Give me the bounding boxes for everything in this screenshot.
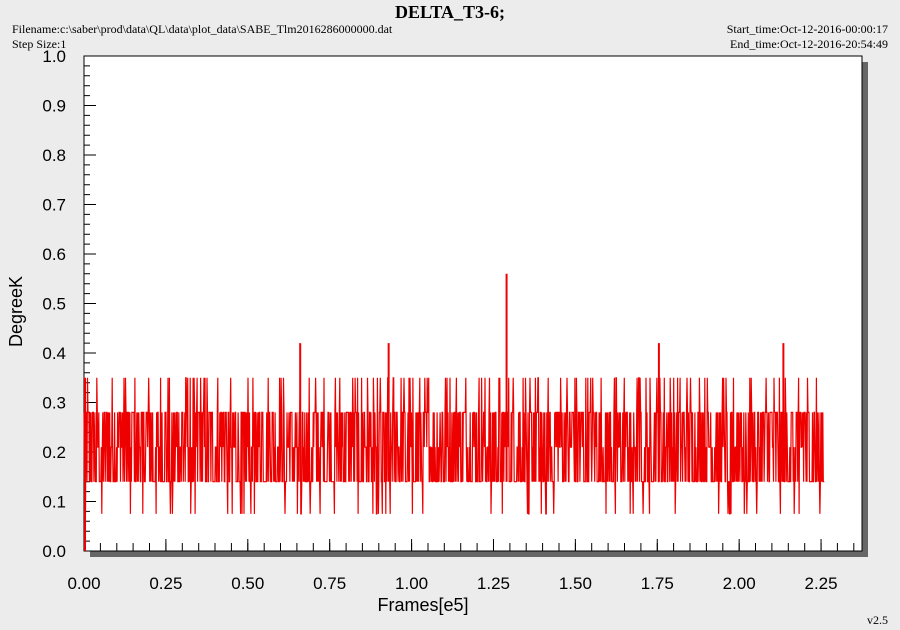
x-tick-label: 0.75 <box>313 574 346 593</box>
x-tick-label: 1.75 <box>641 574 674 593</box>
y-tick-label: 0.4 <box>42 344 66 363</box>
x-tick-label: 1.25 <box>477 574 510 593</box>
y-tick-label: 0.6 <box>42 245 66 264</box>
step-size-label: Step Size:1 <box>12 37 67 51</box>
x-tick-label: 1.50 <box>559 574 592 593</box>
filename-label: Filename:c:\saber\prod\data\QL\data\plot… <box>12 22 393 36</box>
x-tick-label: 2.00 <box>723 574 756 593</box>
x-tick-label: 0.50 <box>231 574 264 593</box>
x-tick-label: 0.25 <box>149 574 182 593</box>
x-tick-label: 2.25 <box>805 574 838 593</box>
y-axis-label: DegreeK <box>6 276 26 347</box>
y-tick-label: 0.0 <box>42 542 66 561</box>
x-axis-label: Frames[e5] <box>377 595 468 615</box>
y-tick-label: 0.8 <box>42 146 66 165</box>
x-tick-label: 0.00 <box>67 574 100 593</box>
y-tick-label: 1.0 <box>42 47 66 66</box>
y-tick-label: 0.5 <box>42 295 66 314</box>
y-tick-label: 0.2 <box>42 443 66 462</box>
y-tick-label: 0.1 <box>42 493 66 512</box>
x-tick-label: 1.00 <box>395 574 428 593</box>
chart-title: DELTA_T3-6; <box>394 2 506 22</box>
y-tick-label: 0.3 <box>42 394 66 413</box>
y-tick-label: 0.9 <box>42 97 66 116</box>
version-label: v2.5 <box>867 613 888 627</box>
end-time-label: End_time:Oct-12-2016-20:54:49 <box>730 37 888 51</box>
y-tick-label: 0.7 <box>42 196 66 215</box>
start-time-label: Start_time:Oct-12-2016-00:00:17 <box>726 22 888 36</box>
series-line <box>83 377 825 515</box>
